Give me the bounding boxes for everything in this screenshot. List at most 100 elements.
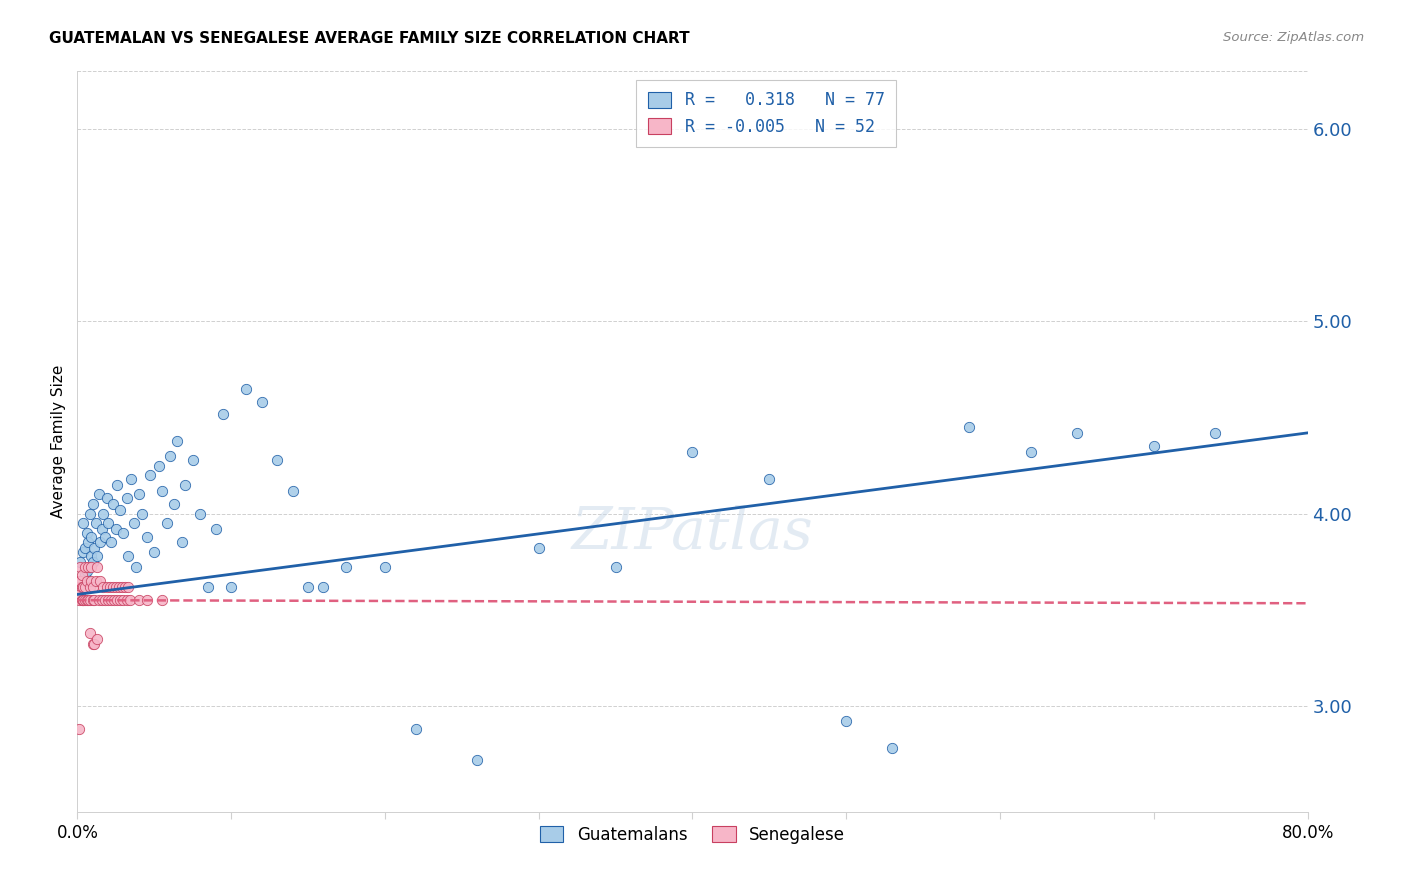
- Point: [101, 580, 124, 594]
- Point: [111, 580, 134, 594]
- Point: [67, 593, 90, 607]
- Point: [181, 452, 204, 467]
- Point: [101, 497, 124, 511]
- Point: [80, 574, 103, 588]
- Point: [77, 593, 100, 607]
- Point: [87, 487, 110, 501]
- Point: [1066, 425, 1088, 440]
- Point: [115, 491, 138, 506]
- Point: [73, 580, 96, 594]
- Point: [148, 458, 170, 473]
- Point: [69, 574, 91, 588]
- Point: [104, 580, 127, 594]
- Point: [82, 593, 104, 607]
- Point: [77, 574, 100, 588]
- Point: [84, 516, 107, 531]
- Point: [135, 530, 157, 544]
- Point: [297, 580, 319, 594]
- Point: [69, 555, 91, 569]
- Point: [79, 560, 101, 574]
- Point: [150, 483, 173, 498]
- Text: ZIPatlas: ZIPatlas: [572, 505, 813, 561]
- Point: [82, 580, 104, 594]
- Point: [115, 593, 138, 607]
- Point: [125, 560, 148, 574]
- Point: [166, 434, 188, 448]
- Point: [188, 507, 212, 521]
- Point: [100, 535, 122, 549]
- Point: [80, 530, 103, 544]
- Point: [212, 407, 235, 421]
- Point: [117, 549, 139, 563]
- Point: [281, 483, 304, 498]
- Point: [97, 593, 120, 607]
- Point: [83, 637, 105, 651]
- Point: [108, 580, 131, 594]
- Point: [197, 580, 219, 594]
- Point: [73, 541, 96, 556]
- Point: [76, 525, 98, 540]
- Point: [84, 574, 107, 588]
- Point: [72, 580, 94, 594]
- Point: [72, 516, 94, 531]
- Point: [70, 580, 93, 594]
- Point: [73, 560, 96, 574]
- Point: [86, 560, 108, 574]
- Text: GUATEMALAN VS SENEGALESE AVERAGE FAMILY SIZE CORRELATION CHART: GUATEMALAN VS SENEGALESE AVERAGE FAMILY …: [49, 31, 690, 46]
- Point: [98, 580, 121, 594]
- Point: [235, 382, 257, 396]
- Point: [79, 507, 101, 521]
- Point: [76, 565, 98, 579]
- Point: [70, 593, 93, 607]
- Point: [73, 568, 96, 582]
- Point: [135, 593, 157, 607]
- Point: [70, 580, 93, 594]
- Point: [67, 574, 90, 588]
- Point: [138, 468, 160, 483]
- Point: [90, 593, 114, 607]
- Point: [82, 497, 104, 511]
- Point: [250, 395, 273, 409]
- Point: [131, 507, 153, 521]
- Point: [758, 472, 780, 486]
- Point: [105, 478, 128, 492]
- Point: [89, 535, 111, 549]
- Point: [86, 632, 108, 646]
- Point: [1204, 425, 1226, 440]
- Point: [1143, 439, 1166, 453]
- Point: [174, 478, 197, 492]
- Point: [170, 535, 193, 549]
- Point: [73, 593, 96, 607]
- Point: [1019, 445, 1042, 459]
- Point: [72, 545, 94, 559]
- Point: [79, 626, 101, 640]
- Point: [96, 491, 118, 506]
- Point: [80, 560, 103, 574]
- Point: [87, 593, 110, 607]
- Point: [100, 593, 122, 607]
- Point: [374, 560, 396, 574]
- Point: [93, 507, 115, 521]
- Point: [112, 525, 135, 540]
- Point: [90, 522, 114, 536]
- Point: [69, 587, 91, 601]
- Point: [128, 593, 150, 607]
- Point: [105, 593, 128, 607]
- Point: [93, 580, 115, 594]
- Point: [67, 580, 90, 594]
- Text: Source: ZipAtlas.com: Source: ZipAtlas.com: [1223, 31, 1364, 45]
- Point: [112, 593, 135, 607]
- Point: [155, 516, 177, 531]
- Point: [122, 516, 145, 531]
- Point: [266, 452, 288, 467]
- Point: [82, 555, 104, 569]
- Point: [527, 541, 550, 556]
- Point: [103, 593, 125, 607]
- Point: [96, 580, 118, 594]
- Point: [70, 568, 93, 582]
- Point: [77, 535, 100, 549]
- Point: [110, 503, 132, 517]
- Point: [83, 541, 105, 556]
- Point: [76, 593, 98, 607]
- Point: [76, 574, 98, 588]
